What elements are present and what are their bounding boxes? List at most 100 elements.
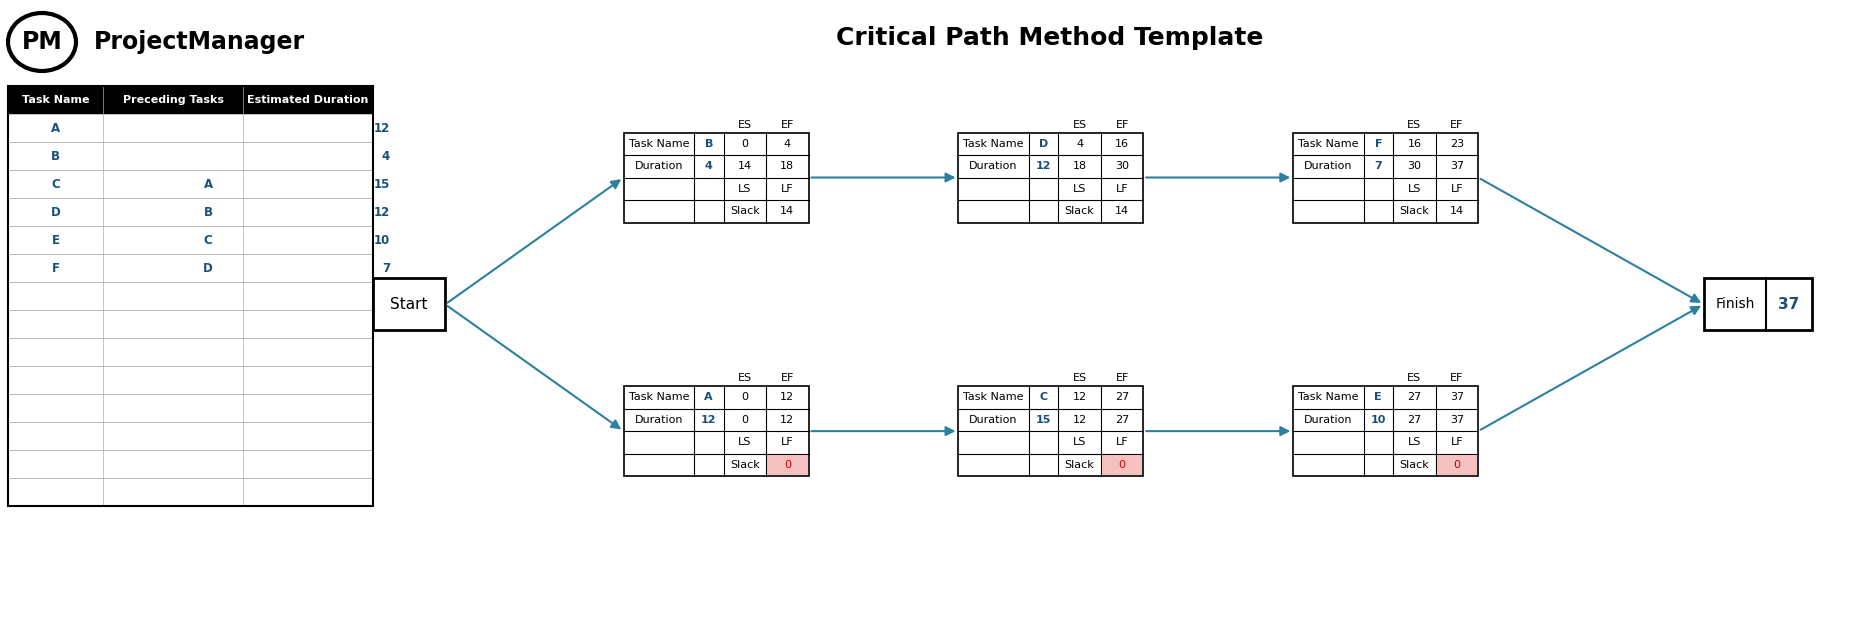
Text: LS: LS [1073,437,1086,448]
Text: 0: 0 [742,139,748,149]
Bar [7,254,374,282]
Text: Slack: Slack [1399,460,1428,470]
Text: ProjectManager: ProjectManager [95,30,305,54]
Text: 14: 14 [1114,206,1129,216]
Text: 37: 37 [1778,297,1800,312]
Text: 18: 18 [1073,161,1086,171]
Text: 30: 30 [1116,161,1129,171]
Text: Duration: Duration [634,415,683,425]
Text: Preceding Tasks: Preceding Tasks [123,95,223,105]
Text: Task Name: Task Name [1298,139,1358,149]
Text: EF: EF [1116,120,1129,129]
Text: Critical Path Method Template: Critical Path Method Template [837,26,1263,50]
Text: Start: Start [391,297,428,312]
Text: D: D [1040,139,1049,149]
Text: Estimated Duration: Estimated Duration [247,95,368,105]
Text: Task Name: Task Name [22,95,89,105]
Text: LF: LF [1116,437,1129,448]
Text: ES: ES [1408,373,1421,383]
Text: LS: LS [1073,184,1086,194]
Text: 16: 16 [1408,139,1421,149]
Text: EF: EF [1451,373,1464,383]
Text: ES: ES [1073,120,1086,129]
Bar [958,386,1144,476]
Text: 0: 0 [742,415,748,425]
Text: 30: 30 [1408,161,1421,171]
Text: Duration: Duration [969,415,1017,425]
Bar [7,86,374,114]
Text: A: A [50,122,60,134]
Text: 0: 0 [1118,460,1125,470]
Text: E: E [52,233,60,247]
Text: 12: 12 [374,122,391,134]
Text: Slack: Slack [729,460,759,470]
Text: 10: 10 [1371,415,1386,425]
Text: 23: 23 [1449,139,1464,149]
Text: 4: 4 [783,139,790,149]
Text: EF: EF [1116,373,1129,383]
Bar [7,338,374,366]
Text: B: B [203,205,212,219]
Text: 7: 7 [381,261,391,275]
Bar [958,133,1144,223]
Text: Duration: Duration [1304,415,1352,425]
Text: 0: 0 [1453,460,1460,470]
Bar [1101,455,1142,475]
Bar [7,226,374,254]
Text: A: A [705,392,712,403]
Bar [7,282,374,310]
Text: Slack: Slack [1064,460,1094,470]
Text: Task Name: Task Name [963,392,1023,403]
Text: LF: LF [781,437,794,448]
Text: LS: LS [738,437,751,448]
Text: 12: 12 [1036,161,1051,171]
Text: 12: 12 [1073,392,1086,403]
Text: 4: 4 [1077,139,1083,149]
Bar [7,422,374,450]
Text: 27: 27 [1408,392,1421,403]
Text: F: F [1375,139,1382,149]
Text: ES: ES [738,120,751,129]
Bar [1293,386,1479,476]
Text: 37: 37 [1449,415,1464,425]
Text: 37: 37 [1449,392,1464,403]
Text: LS: LS [1408,184,1421,194]
Bar [1436,455,1477,475]
Text: 12: 12 [374,205,391,219]
Text: LF: LF [1451,437,1464,448]
Text: Task Name: Task Name [963,139,1023,149]
Text: Task Name: Task Name [1298,392,1358,403]
Text: 27: 27 [1114,415,1129,425]
Bar [7,86,374,506]
Text: LF: LF [1116,184,1129,194]
Ellipse shape [7,13,76,71]
Bar [7,198,374,226]
Text: C: C [1040,392,1047,403]
Text: 37: 37 [1449,161,1464,171]
Text: 7: 7 [1375,161,1382,171]
Text: EF: EF [1451,120,1464,129]
Text: 4: 4 [705,161,712,171]
Text: Task Name: Task Name [629,139,688,149]
Text: Duration: Duration [1304,161,1352,171]
Text: 14: 14 [1449,206,1464,216]
Text: A: A [203,178,212,190]
Text: 27: 27 [1408,415,1421,425]
Bar [374,278,445,330]
Bar [7,310,374,338]
Text: ES: ES [738,373,751,383]
Text: 14: 14 [779,206,794,216]
Text: 12: 12 [701,415,716,425]
Text: Slack: Slack [1064,206,1094,216]
Bar [766,455,807,475]
Text: Finish: Finish [1715,297,1754,311]
Bar [7,114,374,142]
Text: 0: 0 [783,460,790,470]
Text: Task Name: Task Name [629,392,688,403]
Text: 15: 15 [1036,415,1051,425]
Text: ES: ES [1408,120,1421,129]
Bar [1293,133,1479,223]
Text: 4: 4 [381,150,391,162]
Text: 12: 12 [779,415,794,425]
Text: LF: LF [781,184,794,194]
